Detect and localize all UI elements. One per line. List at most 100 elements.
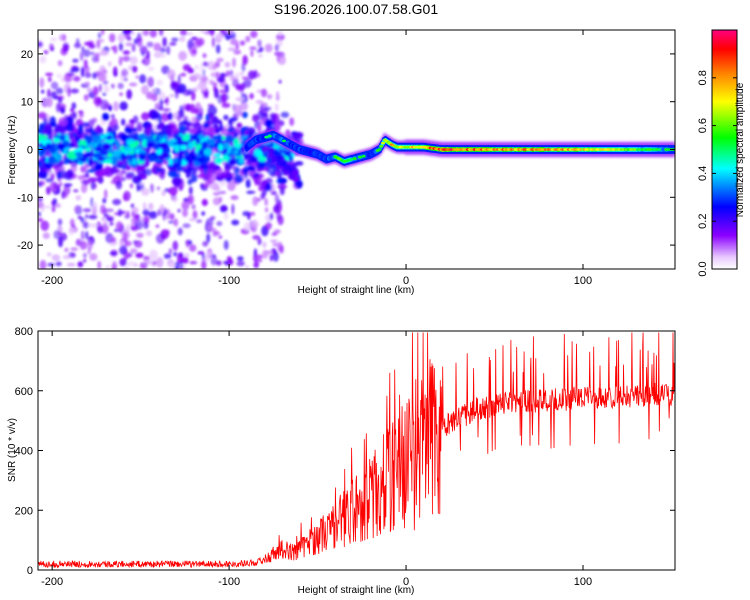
cluster-blob (84, 147, 92, 152)
noise-blob (164, 99, 169, 104)
noise-blob (249, 211, 256, 216)
noise-blob (135, 252, 144, 258)
noise-blob (102, 92, 107, 96)
snr-x-tick-label: 0 (403, 576, 409, 588)
noise-blob (134, 263, 138, 267)
band-blob (195, 113, 203, 121)
noise-blob (272, 243, 279, 247)
noise-blob (149, 30, 157, 38)
noise-blob (212, 197, 221, 206)
cluster-blob (39, 149, 46, 154)
noise-blob (265, 221, 272, 230)
band-blob (145, 123, 153, 128)
cluster-blob (152, 145, 160, 151)
noise-blob (43, 50, 49, 55)
colorbar-tick-label: 0.2 (697, 214, 709, 229)
noise-blob (223, 114, 229, 121)
noise-blob (57, 227, 63, 232)
noise-blob (47, 88, 51, 99)
noise-blob (260, 88, 268, 98)
noise-blob (82, 252, 87, 258)
noise-blob (105, 217, 114, 221)
noise-blob (92, 86, 99, 96)
colorbar-tick-label: 0.6 (697, 118, 709, 133)
noise-blob (201, 211, 206, 216)
noise-blob (216, 33, 225, 40)
band-blob (45, 177, 54, 183)
band-blob (60, 106, 66, 114)
band-blob (206, 169, 217, 177)
ridge-core (648, 148, 653, 151)
band-blob (107, 126, 112, 132)
noise-blob (67, 87, 71, 97)
noise-blob (46, 97, 53, 108)
noise-blob (68, 227, 75, 236)
noise-blob (38, 217, 44, 222)
cluster-blob (184, 132, 190, 141)
noise-blob (138, 181, 146, 185)
noise-blob (82, 208, 92, 213)
noise-blob (119, 258, 127, 267)
band-blob (129, 119, 135, 124)
cluster-blob (102, 142, 112, 151)
noise-blob (153, 42, 162, 52)
noise-blob (143, 201, 147, 212)
noise-blob (202, 53, 207, 58)
noise-blob (162, 210, 166, 221)
cluster-blob (222, 154, 229, 162)
noise-blob (84, 72, 92, 78)
noise-blob (239, 71, 245, 76)
noise-blob (72, 58, 79, 63)
noise-blob (195, 219, 203, 223)
colorbar-tick-label: 0.8 (697, 70, 709, 85)
noise-blob (273, 229, 281, 234)
noise-blob (172, 240, 179, 251)
spectrogram-x-tick-label: -100 (218, 275, 240, 287)
snr-y-axis-label: SNR (10 * v/v) (7, 418, 18, 482)
band-blob (277, 183, 288, 190)
noise-blob (269, 212, 273, 220)
noise-blob (79, 240, 87, 250)
noise-blob (200, 84, 208, 92)
noise-blob (199, 76, 209, 82)
noise-blob (50, 81, 59, 90)
noise-blob (56, 73, 63, 78)
band-blob (274, 121, 281, 132)
band-blob (216, 119, 222, 124)
noise-blob (114, 228, 119, 232)
trace-blob (296, 182, 303, 189)
noise-blob (123, 30, 133, 35)
band-blob (56, 171, 62, 180)
noise-blob (276, 91, 280, 99)
band-blob (119, 170, 127, 175)
noise-blob (162, 108, 171, 112)
noise-blob (256, 72, 261, 78)
ridge-core (358, 155, 362, 159)
band-blob (243, 170, 249, 179)
noise-blob (113, 101, 119, 112)
noise-blob (216, 260, 222, 266)
cluster-blob (138, 133, 147, 141)
cluster-blob (59, 134, 66, 142)
cluster-blob (67, 143, 76, 148)
noise-blob (239, 40, 246, 46)
noise-blob (209, 31, 215, 36)
noise-blob (131, 211, 136, 218)
noise-blob (124, 266, 129, 269)
noise-blob (159, 47, 166, 54)
noise-blob (177, 83, 187, 94)
noise-blob (99, 50, 109, 56)
band-blob (167, 170, 178, 178)
noise-blob (63, 183, 73, 187)
snr-y-tick-label: 400 (15, 446, 33, 458)
noise-blob (172, 196, 178, 203)
noise-blob (71, 66, 80, 73)
band-blob (218, 123, 224, 132)
noise-blob (183, 253, 190, 257)
colorbar-ticks: 0.0 0.2 0.4 0.6 0.8 (697, 70, 737, 277)
noise-blob (187, 67, 195, 74)
noise-blob (221, 206, 228, 212)
noise-blob (216, 71, 220, 82)
noise-blob (146, 50, 150, 60)
noise-blob (83, 258, 87, 263)
